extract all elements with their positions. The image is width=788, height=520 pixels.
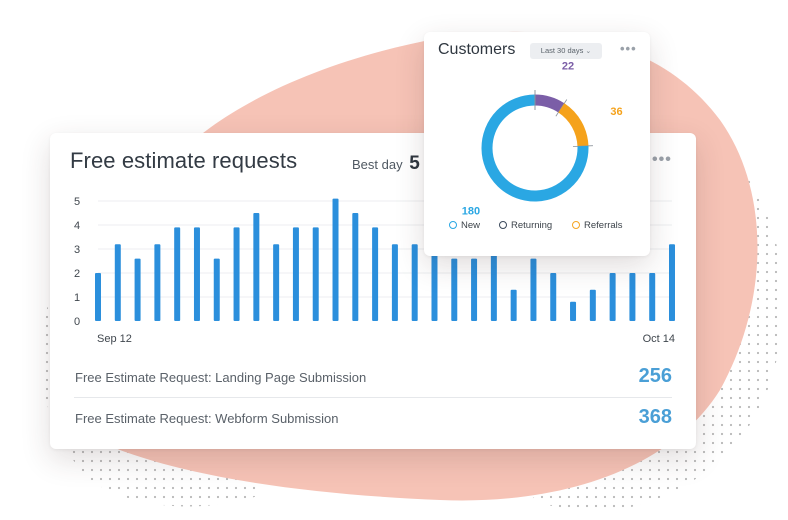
summary-row-landing-page[interactable]: Free Estimate Request: Landing Page Subm… [74, 357, 672, 397]
bar[interactable] [213, 258, 220, 321]
bar[interactable] [490, 244, 497, 321]
legend-item-referrals: Referrals [572, 220, 623, 231]
bar[interactable] [114, 244, 121, 321]
bar[interactable] [332, 198, 339, 321]
bar[interactable] [193, 227, 200, 321]
bar[interactable] [233, 227, 240, 321]
bar[interactable] [95, 273, 101, 321]
donut-value-label: 180 [462, 206, 480, 218]
customers-card: Customers Last 30 days ⌄ ••• 22 36 180 New … [424, 32, 650, 256]
bar[interactable] [273, 244, 280, 321]
legend-ring-icon [572, 221, 580, 229]
x-start-label: Sep 12 [97, 333, 132, 345]
best-day-indicator: Best day 5 [352, 153, 420, 175]
bar[interactable] [312, 227, 319, 321]
x-end-label: Oct 14 [643, 333, 675, 345]
bar[interactable] [589, 289, 596, 321]
bar[interactable] [391, 244, 398, 321]
summary-row-label: Free Estimate Request: Webform Submissio… [75, 411, 339, 426]
customers-donut-chart: 22 36 180 [462, 60, 623, 218]
legend-label: Referrals [584, 220, 623, 231]
bar[interactable] [352, 213, 359, 321]
chevron-down-icon: ⌄ [585, 48, 592, 55]
donut-value-label: 22 [562, 60, 574, 72]
donut-slice-new[interactable] [481, 94, 589, 202]
bar[interactable] [411, 244, 418, 321]
bar[interactable] [154, 244, 161, 321]
date-range-label: Last 30 days [540, 46, 584, 55]
y-tick-label: 2 [74, 268, 80, 280]
bar[interactable] [510, 289, 517, 321]
date-range-dropdown[interactable]: Last 30 days ⌄ [530, 43, 602, 59]
bar[interactable] [609, 273, 616, 321]
legend-label: Returning [511, 220, 553, 231]
legend-item-returning: Returning [499, 220, 552, 231]
bar[interactable] [570, 301, 577, 321]
more-horizontal-icon[interactable]: ••• [652, 151, 672, 168]
bar[interactable] [550, 273, 557, 321]
summary-row-webform[interactable]: Free Estimate Request: Webform Submissio… [74, 397, 672, 438]
bar[interactable] [530, 258, 537, 321]
best-day-label: Best day [352, 157, 403, 172]
legend-label: New [461, 220, 481, 231]
y-tick-label: 4 [74, 220, 80, 232]
estimate-card-title: Free estimate requests [70, 148, 298, 173]
bar[interactable] [431, 244, 438, 321]
best-day-value: 5 [409, 153, 420, 174]
summary-row-label: Free Estimate Request: Landing Page Subm… [75, 370, 367, 385]
legend-item-new: New [449, 220, 480, 231]
more-horizontal-icon[interactable]: ••• [620, 41, 637, 56]
bar[interactable] [253, 213, 260, 321]
donut-slice-returning[interactable] [534, 94, 565, 113]
bar[interactable] [174, 227, 181, 321]
donut-slice-referrals[interactable] [558, 103, 589, 147]
bar[interactable] [649, 273, 656, 321]
donut-value-label: 36 [610, 106, 622, 118]
bar[interactable] [629, 273, 636, 321]
summary-row-value: 256 [638, 365, 672, 387]
bar[interactable] [471, 258, 478, 321]
bar[interactable] [669, 244, 675, 321]
summary-row-value: 368 [638, 406, 672, 428]
bar[interactable] [292, 227, 299, 321]
legend-ring-icon [449, 221, 457, 229]
y-tick-label: 5 [74, 196, 80, 208]
y-tick-label: 3 [74, 244, 80, 256]
y-tick-label: 1 [74, 292, 80, 304]
customers-card-title: Customers [438, 41, 516, 58]
bar[interactable] [372, 227, 379, 321]
bar[interactable] [451, 258, 458, 321]
legend-ring-icon [499, 221, 507, 229]
y-tick-label: 0 [74, 316, 80, 328]
bar[interactable] [134, 258, 141, 321]
